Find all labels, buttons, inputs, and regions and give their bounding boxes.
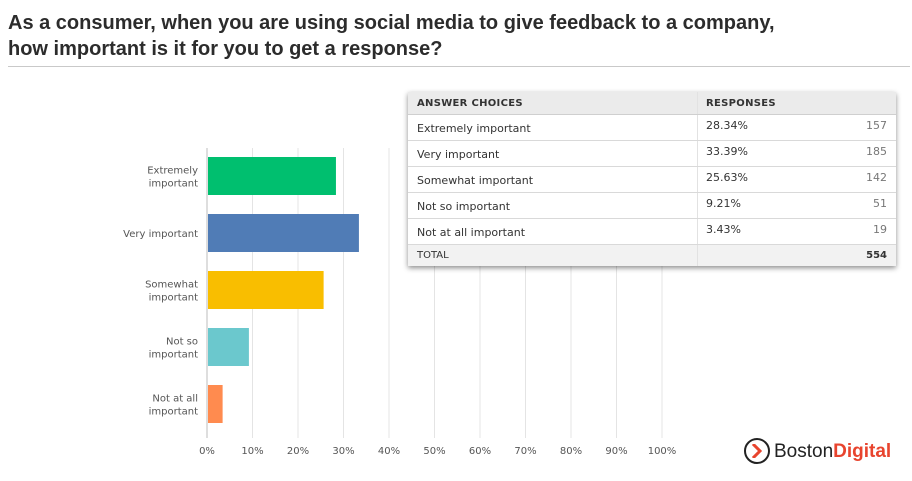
x-tick-label: 70% — [514, 446, 536, 457]
title-divider — [8, 66, 910, 67]
row-choice: Extremely important — [417, 122, 531, 135]
table-total-row: TOTAL 554 — [408, 245, 896, 266]
column-divider — [697, 193, 698, 218]
row-choice: Very important — [417, 148, 500, 161]
table-row: Very important 33.39% 185 — [408, 141, 896, 167]
responses-table: ANSWER CHOICES RESPONSES Extremely impor… — [408, 92, 896, 266]
table-row: Not at all important 3.43% 19 — [408, 219, 896, 245]
y-category-label: important — [149, 407, 198, 418]
x-tick-label: 40% — [378, 446, 400, 457]
table-row: Extremely important 28.34% 157 — [408, 115, 896, 141]
chevron-right-icon — [744, 438, 770, 464]
row-count: 185 — [866, 145, 887, 158]
page-title: As a consumer, when you are using social… — [8, 10, 908, 62]
row-choice: Not at all important — [417, 226, 526, 239]
row-count: 157 — [866, 119, 887, 132]
x-tick-label: 50% — [423, 446, 445, 457]
x-tick-label: 0% — [199, 446, 215, 457]
x-tick-label: 30% — [332, 446, 354, 457]
row-percent: 28.34% — [706, 119, 748, 132]
y-category-label: important — [149, 293, 198, 304]
x-tick-label: 20% — [287, 446, 309, 457]
row-choice: Somewhat important — [417, 174, 534, 187]
x-tick-label: 60% — [469, 446, 491, 457]
column-divider — [697, 141, 698, 166]
table-header-row: ANSWER CHOICES RESPONSES — [408, 92, 896, 115]
x-tick-label: 90% — [605, 446, 627, 457]
row-count: 19 — [873, 223, 887, 236]
header-responses: RESPONSES — [706, 98, 776, 109]
y-category-label: Extremely — [147, 166, 198, 177]
bar — [208, 214, 359, 252]
row-percent: 9.21% — [706, 197, 741, 210]
y-category-label: important — [149, 350, 198, 361]
row-percent: 3.43% — [706, 223, 741, 236]
table-row: Somewhat important 25.63% 142 — [408, 167, 896, 193]
bar — [208, 157, 336, 195]
title-line-1: As a consumer, when you are using social… — [8, 12, 775, 34]
logo-wordmark: BostonDigital — [774, 441, 891, 463]
column-divider — [697, 245, 698, 266]
y-category-label: important — [149, 179, 198, 190]
boston-digital-logo: BostonDigital — [744, 437, 904, 469]
row-choice: Not so important — [417, 200, 511, 213]
column-divider — [697, 167, 698, 192]
y-category-label: Not so — [166, 337, 198, 348]
header-answer-choices: ANSWER CHOICES — [417, 98, 523, 109]
bar — [208, 328, 249, 366]
table-row: Not so important 9.21% 51 — [408, 193, 896, 219]
row-percent: 33.39% — [706, 145, 748, 158]
logo-text-bold: Digital — [833, 441, 892, 462]
x-tick-label: 80% — [560, 446, 582, 457]
logo-text-plain: Boston — [774, 441, 834, 462]
y-category-label: Somewhat — [145, 280, 198, 291]
column-divider — [697, 92, 698, 114]
total-label: TOTAL — [417, 250, 449, 261]
row-percent: 25.63% — [706, 171, 748, 184]
x-tick-label: 100% — [648, 446, 677, 457]
column-divider — [697, 219, 698, 244]
row-count: 142 — [866, 171, 887, 184]
bar — [208, 385, 223, 423]
title-line-2: how important is it for you to get a res… — [8, 38, 443, 60]
x-tick-label: 10% — [241, 446, 263, 457]
y-category-label: Not at all — [152, 394, 198, 405]
bar — [208, 271, 324, 309]
row-count: 51 — [873, 197, 887, 210]
y-category-label: Very important — [123, 229, 198, 240]
total-count: 554 — [866, 250, 887, 261]
column-divider — [697, 115, 698, 140]
